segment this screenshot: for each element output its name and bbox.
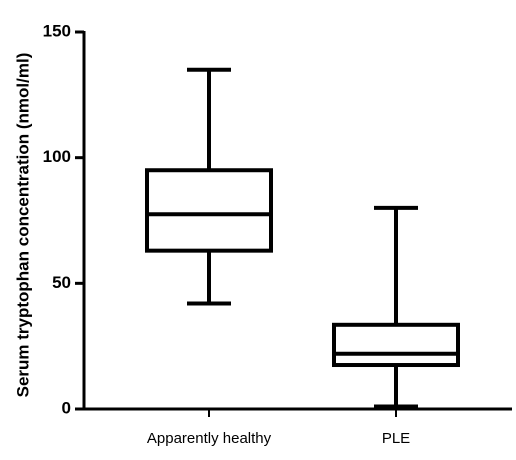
y-tick-label-150: 150 bbox=[43, 21, 71, 40]
x-category-label-1: PLE bbox=[382, 430, 410, 447]
axes: 0 50 100 150 Apparently healthy PLE bbox=[43, 21, 512, 447]
boxes bbox=[145, 67, 460, 409]
y-tick-label-100: 100 bbox=[43, 147, 71, 166]
box-0 bbox=[145, 67, 273, 306]
y-tick-label-0: 0 bbox=[62, 398, 71, 417]
y-axis-title: Serum tryptophan concentration (nmol/ml) bbox=[13, 53, 32, 398]
iqr-box bbox=[145, 168, 273, 253]
y-tick-label-50: 50 bbox=[52, 273, 71, 292]
x-category-label-0: Apparently healthy bbox=[147, 430, 272, 447]
iqr-box bbox=[332, 322, 460, 368]
box-1 bbox=[332, 205, 460, 409]
